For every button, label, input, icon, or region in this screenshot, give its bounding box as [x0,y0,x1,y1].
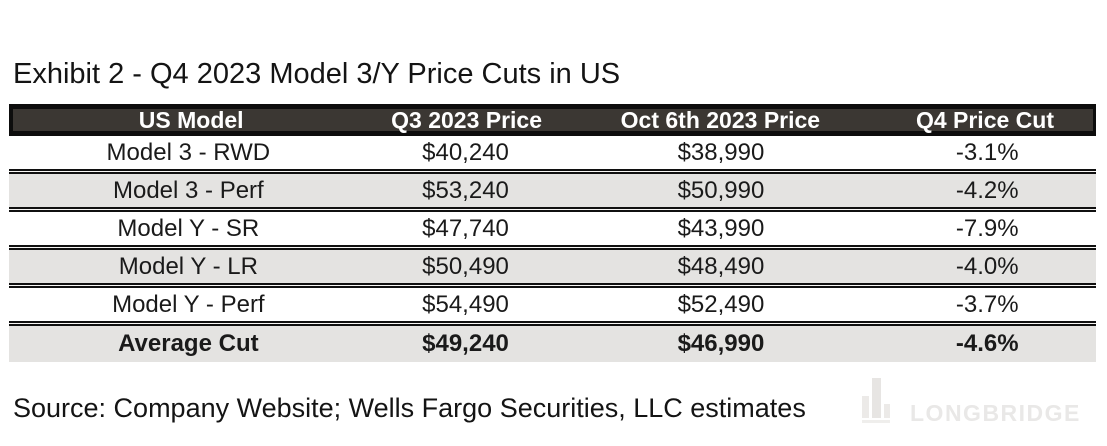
cell-model: Model Y - Perf [112,290,265,318]
cell-oct6-price: $46,990 [677,330,765,357]
column-header-q3-price: Q3 2023 Price [391,106,543,133]
table-row: Model 3 - Perf $53,240 $50,990 -4.2% [9,174,1096,207]
row-divider [9,283,1096,288]
row-divider [9,207,1096,212]
cell-q4-cut: -3.1% [955,138,1019,166]
cell-q3-price: $53,240 [422,176,509,204]
watermark-brand-text: LONGBRIDGE [910,400,1081,426]
source-note: Source: Company Website; Wells Fargo Sec… [13,393,806,423]
cell-oct6-price: $48,490 [677,252,765,280]
cell-oct6-price: $43,990 [677,214,765,242]
cell-oct6-price: $50,990 [677,176,765,204]
table-summary-row: Average Cut $49,240 $46,990 -4.6% [9,326,1096,362]
table-row: Model 3 - RWD $40,240 $38,990 -3.1% [9,136,1096,169]
row-divider [9,321,1096,326]
longbridge-watermark: LONGBRIDGE [862,376,1081,429]
row-divider [9,245,1096,250]
cell-q4-cut: -7.9% [955,214,1019,242]
price-cuts-table: US Model Q3 2023 Price Oct 6th 2023 Pric… [9,104,1096,362]
cell-q4-cut: -3.7% [955,290,1019,318]
row-divider [9,169,1096,174]
cell-q4-cut: -4.0% [955,252,1019,280]
column-header-q4-cut: Q4 Price Cut [915,106,1054,133]
cell-q4-cut: -4.2% [955,176,1019,204]
table-header-row: US Model Q3 2023 Price Oct 6th 2023 Pric… [9,104,1096,136]
column-header-oct6-price: Oct 6th 2023 Price [620,106,821,133]
cell-model: Model Y - LR [118,252,258,280]
cell-model: Model 3 - Perf [112,176,264,204]
table-row: Model Y - LR $50,490 $48,490 -4.0% [9,250,1096,283]
cell-q3-price: $54,490 [422,290,509,318]
table-row: Model Y - Perf $54,490 $52,490 -3.7% [9,288,1096,321]
cell-model: Model 3 - RWD [106,138,271,166]
column-header-us-model: US Model [138,106,244,133]
cell-oct6-price: $38,990 [677,138,765,166]
longbridge-logo-icon [862,376,896,429]
cell-q3-price: $49,240 [422,330,509,357]
page-title: Exhibit 2 - Q4 2023 Model 3/Y Price Cuts… [13,58,621,90]
cell-model: Average Cut [118,330,259,357]
cell-q3-price: $50,490 [422,252,509,280]
cell-q3-price: $40,240 [422,138,509,166]
cell-model: Model Y - SR [117,214,260,242]
cell-q3-price: $47,740 [422,214,509,242]
cell-oct6-price: $52,490 [677,290,765,318]
table-row: Model Y - SR $47,740 $43,990 -7.9% [9,212,1096,245]
cell-q4-cut: -4.6% [955,330,1019,357]
